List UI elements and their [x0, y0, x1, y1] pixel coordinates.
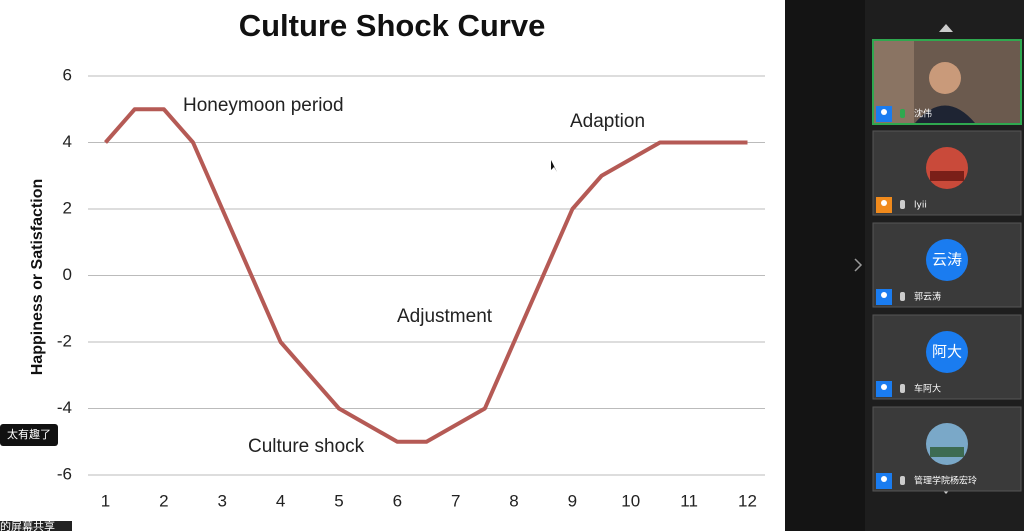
user-icon-head: [881, 200, 887, 206]
x-tick-label: 5: [334, 491, 343, 510]
mic-icon: [900, 292, 905, 301]
mouse-cursor: [551, 160, 557, 172]
x-tick-label: 11: [680, 491, 698, 510]
x-tick-label: 7: [451, 491, 460, 510]
annotation: Adaption: [570, 111, 645, 132]
scroll-up[interactable]: [939, 24, 953, 32]
y-tick-label: 0: [63, 265, 72, 284]
x-tick-label: 2: [159, 491, 168, 510]
y-tick-label: -4: [57, 398, 72, 417]
mic-icon: [900, 476, 905, 485]
x-tick-label: 1: [101, 491, 110, 510]
avatar-detail: [930, 447, 964, 457]
avatar-text: 阿大: [932, 343, 962, 361]
user-icon-head: [881, 476, 887, 482]
participant-name: lyii: [914, 201, 927, 211]
x-tick-label: 6: [393, 491, 402, 510]
participant-name: 沈伟: [914, 108, 932, 120]
user-icon-head: [881, 384, 887, 390]
share-bar: [0, 521, 72, 531]
mic-icon: [900, 200, 905, 209]
expand-arrow[interactable]: [854, 258, 863, 272]
y-tick-label: -6: [57, 464, 72, 483]
x-tick-label: 4: [276, 491, 285, 510]
avatar: [926, 147, 968, 189]
annotation: Adjustment: [397, 306, 493, 327]
avatar: [926, 423, 968, 465]
share-label: 的屏幕共享: [0, 519, 55, 531]
chat-text: 太有趣了: [7, 427, 51, 441]
avatar: [926, 239, 968, 281]
user-icon-head: [881, 109, 887, 115]
y-tick-label: 4: [63, 132, 72, 151]
avatar-text: 云涛: [932, 251, 962, 269]
x-tick-label: 10: [621, 491, 640, 510]
x-tick-label: 12: [738, 491, 757, 510]
y-tick-label: 2: [63, 198, 72, 217]
avatar-detail: [930, 171, 964, 181]
y-tick-label: 6: [63, 65, 72, 84]
participant-name: 车阿大: [914, 383, 941, 395]
annotation: Culture shock: [248, 436, 365, 457]
mic-icon: [900, 109, 905, 118]
video-body: [915, 105, 975, 123]
participant-name: 郭云涛: [914, 291, 941, 303]
sidebar-gutter: [785, 0, 865, 531]
y-axis-label: Happiness or Satisfaction: [29, 179, 46, 376]
video-face: [929, 62, 961, 94]
curve: [104, 107, 748, 444]
participant-name: 管理学院杨宏玲: [914, 475, 977, 487]
x-tick-label: 9: [568, 491, 577, 510]
avatar: [926, 331, 968, 373]
x-tick-label: 3: [217, 491, 226, 510]
y-tick-label: -2: [57, 331, 72, 350]
chat-bubble: [0, 424, 58, 446]
x-tick-label: 8: [509, 491, 518, 510]
annotation: Honeymoon period: [183, 95, 344, 116]
user-icon-head: [881, 292, 887, 298]
chart-title: Culture Shock Curve: [239, 8, 546, 43]
mic-icon: [900, 384, 905, 393]
